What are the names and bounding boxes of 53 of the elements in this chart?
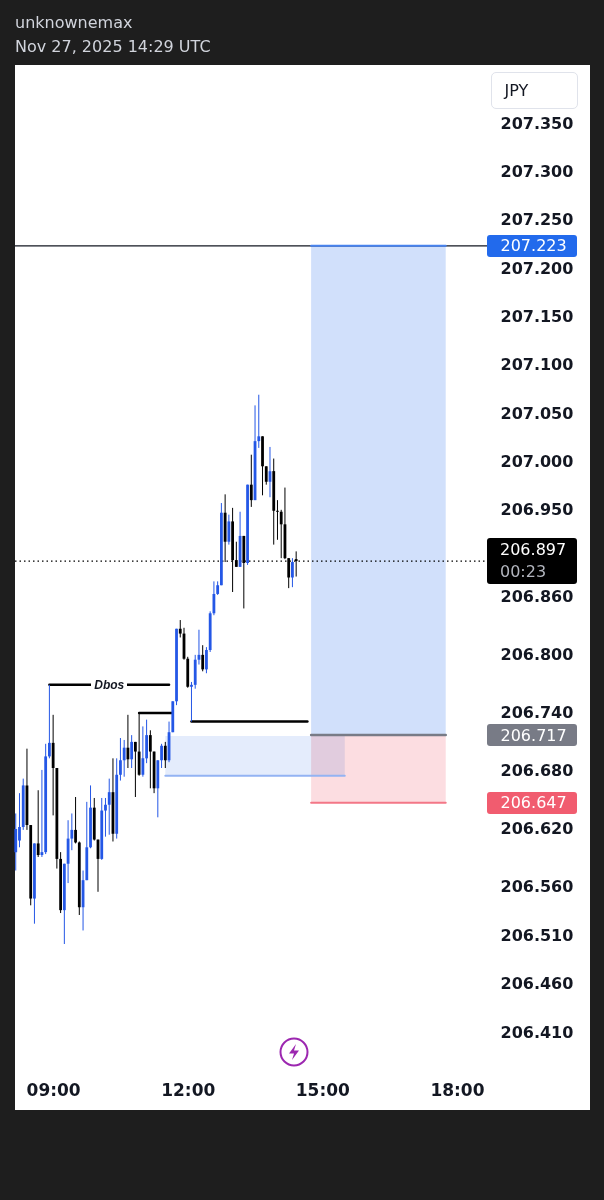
candlestick xyxy=(205,646,208,674)
candlestick xyxy=(119,737,122,782)
y-tick-label: 206.410 xyxy=(500,1022,574,1042)
y-tick-label: 207.200 xyxy=(500,258,574,278)
y-tick-label: 207.350 xyxy=(500,113,574,133)
annotation: Dbos xyxy=(91,677,128,692)
candlestick xyxy=(14,812,18,872)
candlestick xyxy=(141,725,145,778)
y-tick-label: 206.510 xyxy=(500,925,574,945)
y-tick-label: 207.050 xyxy=(500,403,574,423)
y-tick-label: 206.740 xyxy=(500,703,574,723)
y-tick-label: 206.460 xyxy=(500,974,574,994)
candlestick xyxy=(227,514,231,546)
y-tick-label: 206.800 xyxy=(500,645,574,665)
candlestick xyxy=(104,797,107,838)
y-tick-label: 206.560 xyxy=(500,877,574,897)
y-tick-label: 207.250 xyxy=(500,210,574,230)
x-tick-label: 15:00 xyxy=(295,1079,351,1100)
x-tick-label: 12:00 xyxy=(161,1079,216,1100)
candlestick xyxy=(36,789,40,858)
candlestick xyxy=(48,684,51,759)
candlestick xyxy=(257,394,261,449)
y-axis-title: JPY xyxy=(503,80,529,100)
y-tick-label: 207.100 xyxy=(500,355,574,375)
x-tick-label: 09:00 xyxy=(26,1079,81,1100)
y-tick-label: 206.717 xyxy=(500,725,567,745)
candlestick xyxy=(130,734,134,769)
candlestick xyxy=(148,729,152,789)
candlestick xyxy=(190,681,193,723)
candlestick xyxy=(107,778,111,836)
ref-line-label: 206.897 xyxy=(500,540,567,560)
candlestick xyxy=(74,796,77,844)
candlestick xyxy=(18,792,21,848)
y-tick-label: 207.000 xyxy=(500,451,574,471)
candlestick xyxy=(264,465,268,486)
candlestick xyxy=(122,739,126,778)
candlestick xyxy=(249,454,253,508)
y-tick-label: 206.620 xyxy=(500,819,574,839)
y-tick-label: 206.647 xyxy=(500,793,567,813)
x-tick-label: 18:00 xyxy=(430,1079,485,1100)
y-tick-label: 206.680 xyxy=(500,761,574,781)
y-tick-label: 206.950 xyxy=(500,500,574,520)
y-tick-label: 207.223 xyxy=(500,236,567,256)
candlestick xyxy=(234,541,238,568)
chart-title: unknownemax xyxy=(15,13,133,32)
y-tick-label: 206.860 xyxy=(500,587,574,607)
candlestick xyxy=(160,743,163,769)
text: 00:23 xyxy=(500,562,547,582)
chart-subtitle: Nov 27, 2025 14:29 UTC xyxy=(15,37,211,56)
y-tick-label: 207.150 xyxy=(500,306,574,326)
candlestick xyxy=(276,499,279,541)
y-tick-label: 207.300 xyxy=(500,161,574,181)
candlestick xyxy=(291,557,294,588)
